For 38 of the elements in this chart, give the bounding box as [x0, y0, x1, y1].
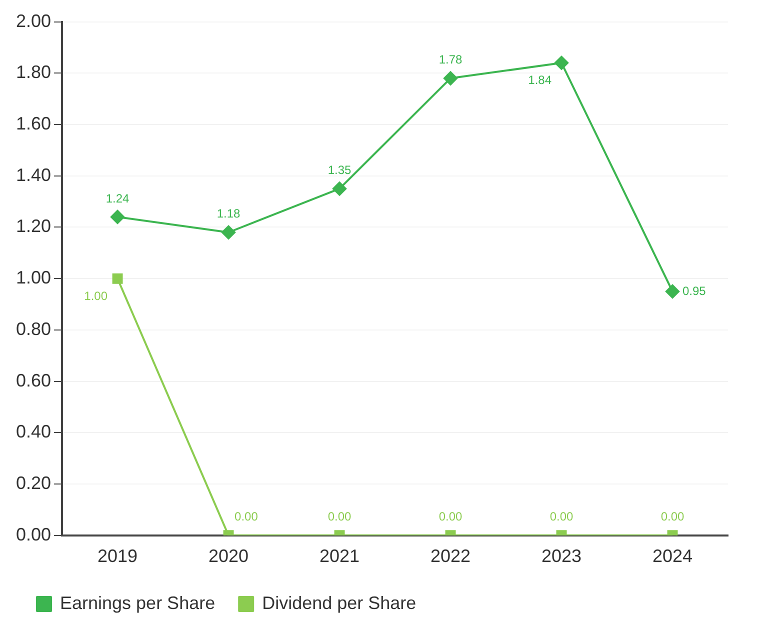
y-tick-label: 0.80 — [16, 318, 52, 339]
legend-label: Earnings per Share — [60, 592, 216, 613]
x-tick-label: 2022 — [430, 546, 471, 566]
point — [332, 182, 347, 196]
y-tick-label: 0.20 — [16, 473, 52, 494]
data-label: 0.95 — [682, 284, 706, 298]
data-label: 0.00 — [234, 510, 258, 524]
data-label: 1.00 — [84, 288, 108, 303]
point — [222, 225, 236, 240]
y-tick-label: 0.60 — [16, 370, 52, 390]
data-label: 0.00 — [550, 510, 574, 524]
y-tick-label: 0.00 — [16, 524, 52, 544]
data-label: 0.00 — [660, 510, 685, 524]
y-tick-label: 0.40 — [16, 422, 52, 442]
y-tick-label: 1.00 — [16, 268, 52, 288]
y-tick-label: 1.60 — [16, 113, 52, 134]
x-tick-label: 2019 — [98, 546, 138, 566]
point — [666, 284, 680, 298]
data-label: 1.35 — [328, 163, 352, 178]
data-label: 1.24 — [106, 191, 130, 206]
point — [554, 56, 569, 70]
point — [112, 273, 123, 284]
data-label: 1.84 — [528, 73, 552, 88]
data-label: 0.00 — [328, 510, 352, 524]
y-tick-label: 1.40 — [16, 164, 52, 185]
point — [444, 71, 458, 86]
point — [110, 210, 125, 224]
legend-label: Dividend per Share — [262, 592, 416, 613]
x-tick-label: 2020 — [208, 546, 249, 566]
y-tick-label: 1.80 — [16, 62, 52, 82]
y-tick-label: 1.20 — [16, 216, 52, 236]
data-label: 1.78 — [438, 52, 463, 67]
x-tick-label: 2024 — [652, 546, 693, 566]
data-label: 0.00 — [438, 510, 463, 524]
y-tick-label: 2.00 — [16, 10, 52, 31]
x-tick-label: 2021 — [319, 546, 360, 566]
x-tick-label: 2023 — [541, 546, 582, 566]
data-label: 1.18 — [216, 206, 241, 221]
